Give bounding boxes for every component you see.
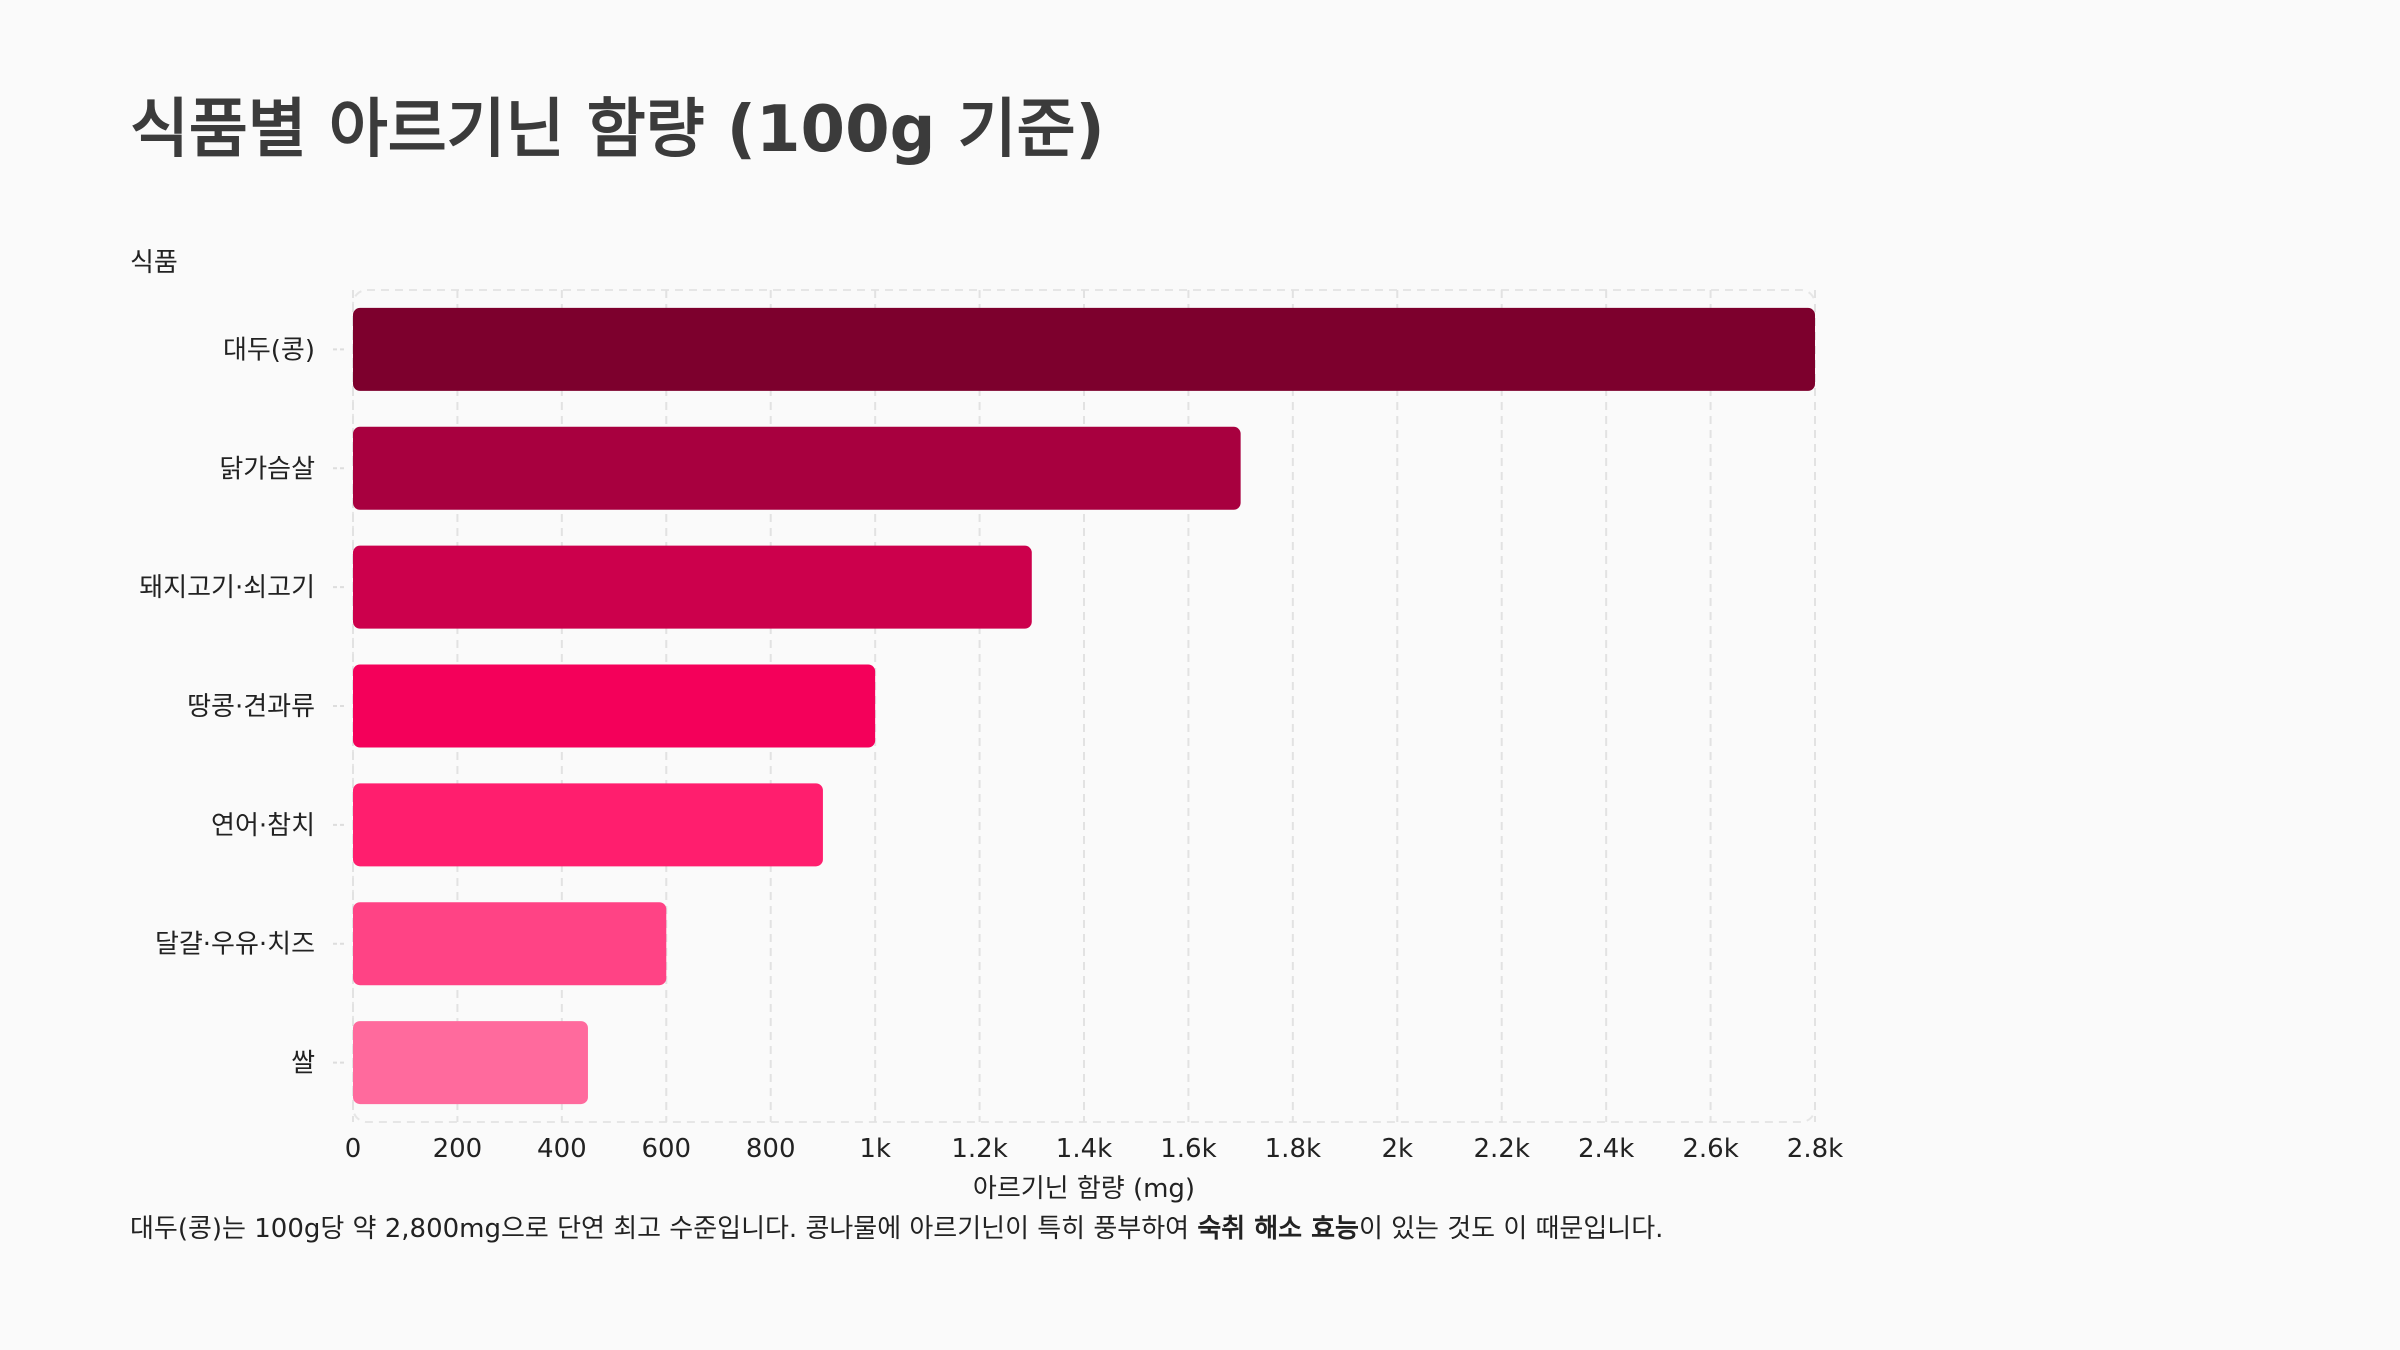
grid-lines	[352, 289, 1816, 1123]
y-tick-label: 쌀	[291, 1049, 315, 1079]
y-axis-title: 식품	[130, 248, 178, 278]
x-tick-label: 2k	[1381, 1134, 1413, 1164]
y-tick-label: 돼지고기·쇠고기	[139, 573, 315, 603]
footnote: 대두(콩)는 100g당 약 2,800mg으로 단연 최고 수준입니다. 콩나…	[130, 1208, 1663, 1245]
bar	[353, 426, 1241, 510]
footnote-bold-text: 숙취 해소 효능	[1197, 1214, 1359, 1244]
x-tick-label: 1.4k	[1056, 1134, 1112, 1164]
bars	[353, 307, 1815, 1105]
y-tick-label: 연어·참치	[211, 811, 315, 841]
y-tick-label: 땅콩·견과류	[187, 692, 315, 722]
bar	[353, 545, 1032, 629]
bar	[353, 783, 823, 867]
x-tick-label: 1.6k	[1160, 1134, 1216, 1164]
x-tick-label: 800	[746, 1134, 796, 1164]
y-tick-label: 닭가슴살	[219, 454, 315, 484]
x-tick-label: 0	[345, 1134, 362, 1164]
x-tick-label: 2.2k	[1474, 1134, 1530, 1164]
x-tick-labels: 0 200 400 600 800 1k 1.2k 1.4k 1.6k 1.8k 2k 2.2k 2.4…	[345, 1134, 1843, 1164]
bar	[353, 902, 667, 986]
x-tick-label: 2.6k	[1682, 1134, 1738, 1164]
x-tick-label: 1.2k	[951, 1134, 1007, 1164]
footnote-text-end: 이 있는 것도 이 때문입니다.	[1358, 1214, 1664, 1244]
x-tick-label: 200	[433, 1134, 483, 1164]
footnote-text-start: 대두(콩)는 100g당 약 2,800mg으로 단연 최고 수준입니다. 콩나…	[130, 1214, 1198, 1244]
x-tick-label: 600	[641, 1134, 691, 1164]
x-axis-title: 아르기닌 함량 (mg)	[973, 1174, 1195, 1204]
x-tick-label: 400	[537, 1134, 587, 1164]
x-tick-label: 2.8k	[1787, 1134, 1843, 1164]
bar	[353, 664, 876, 748]
bar	[353, 1021, 588, 1105]
x-tick-label: 1k	[859, 1134, 891, 1164]
x-tick-label: 1.8k	[1265, 1134, 1321, 1164]
bar	[353, 307, 1815, 391]
y-tick-label: 대두(콩)	[223, 335, 315, 365]
y-tick-label: 달걀·우유·치즈	[155, 930, 315, 960]
x-tick-label: 2.4k	[1578, 1134, 1634, 1164]
chart-title: 식품별 아르기닌 함량 (100g 기준)	[130, 93, 1105, 167]
